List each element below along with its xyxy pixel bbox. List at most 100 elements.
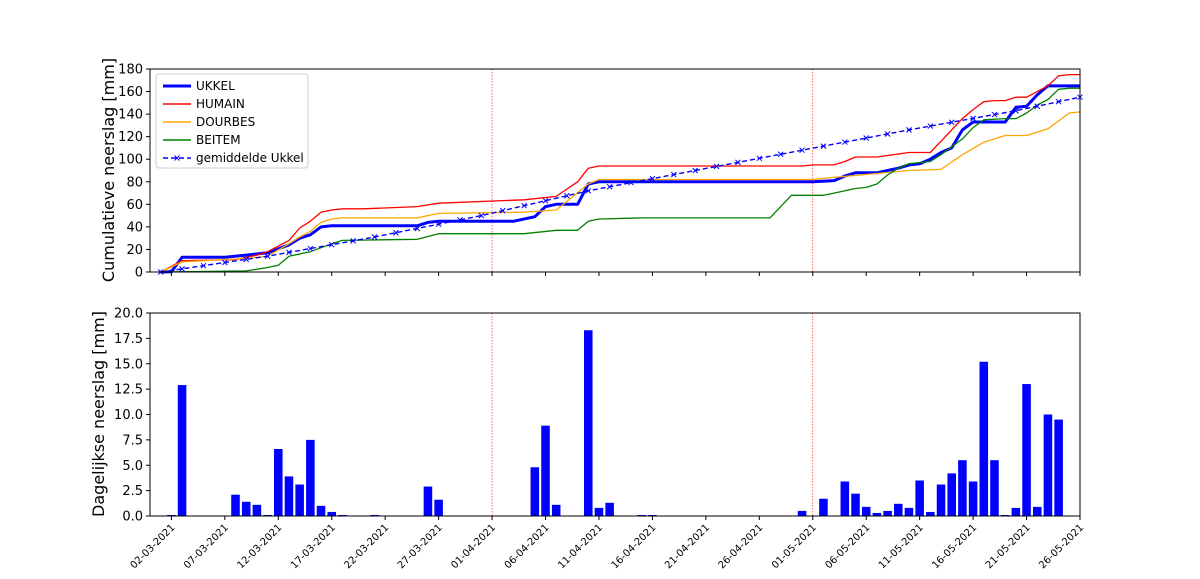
legend-label: gemiddelde Ukkel <box>196 151 304 165</box>
series-line-ukkel <box>160 84 1080 274</box>
y-tick-label: 40 <box>126 220 143 235</box>
daily-bar <box>551 504 561 516</box>
x-tick-label: 11-04-2021 <box>556 522 605 571</box>
series-marker <box>991 111 998 118</box>
daily-bar <box>819 498 828 516</box>
series-marker <box>735 159 741 166</box>
daily-bar <box>872 512 882 516</box>
legend-label: DOURBES <box>196 115 255 129</box>
series-marker <box>585 187 592 194</box>
x-tick-label: 16-05-2021 <box>930 522 979 571</box>
x-tick-label: 26-04-2021 <box>717 522 766 571</box>
x-tick-label: 01-04-2021 <box>449 522 498 571</box>
daily-bar <box>990 460 999 516</box>
x-tick-label: 02-03-2021 <box>129 522 178 571</box>
series-marker <box>948 119 955 126</box>
series-line-beitem <box>160 87 1080 273</box>
legend-box <box>155 73 309 169</box>
y-tick-label: 20.0 <box>114 307 143 322</box>
daily-bar <box>530 467 540 516</box>
daily-bar <box>947 473 956 516</box>
daily-bar <box>252 504 262 516</box>
daily-bar <box>936 484 946 516</box>
series-marker <box>820 143 827 149</box>
x-tick-label: 21-05-2021 <box>984 522 1033 571</box>
daily-bar <box>851 493 860 516</box>
x-tick-label: 06-04-2021 <box>503 522 552 571</box>
daily-bar <box>241 501 251 516</box>
series-marker <box>243 256 250 263</box>
series-marker <box>542 197 549 204</box>
daily-bar <box>840 481 850 516</box>
series-marker <box>435 221 442 228</box>
series-marker <box>692 167 699 174</box>
series-line-gemiddelde-ukkel <box>160 96 1081 273</box>
daily-y-axis-label: Dagelijkse neerslag [mm] <box>89 311 108 517</box>
series-marker <box>457 217 463 223</box>
y-tick-label: 2.5 <box>122 484 143 499</box>
daily-bar <box>979 361 989 516</box>
daily-bar <box>316 505 326 516</box>
cumulative-panel: 0 20 40 60 80 100 120 140 160 180 Cumulatieve nee… <box>99 58 1083 282</box>
series-marker <box>884 131 891 137</box>
daily-bar <box>605 502 614 516</box>
y-tick-label: 15.0 <box>114 357 143 372</box>
daily-bar <box>594 507 604 516</box>
legend: UKKEL HUMAIN DOURBES BEITEM gemiddelde Ukkel <box>155 73 309 169</box>
daily-bar <box>274 449 283 516</box>
series-marker <box>499 207 506 214</box>
x-tick-label: 01-05-2021 <box>770 522 819 571</box>
y-tick-label: 0 <box>135 266 143 281</box>
x-tick-label: 21-04-2021 <box>663 522 712 571</box>
x-tick-label: 07-03-2021 <box>182 522 231 571</box>
daily-bar <box>1043 414 1053 516</box>
x-tick-label: 22-03-2021 <box>342 522 391 571</box>
daily-bar <box>541 425 550 516</box>
daily-bar <box>1032 506 1042 516</box>
series-marker <box>670 171 677 178</box>
daily-bar <box>177 385 187 516</box>
y-tick-label: 20 <box>126 243 143 258</box>
daily-bar <box>637 514 646 516</box>
daily-bar <box>370 514 379 516</box>
daily-bar <box>295 484 304 516</box>
series-marker <box>371 234 378 240</box>
series-marker <box>713 163 720 170</box>
daily-bar <box>327 511 336 516</box>
x-tick-label: 11-05-2021 <box>877 522 926 571</box>
series-marker <box>927 123 934 129</box>
series-marker <box>606 183 613 190</box>
series-marker <box>628 179 634 186</box>
series-marker <box>564 192 570 199</box>
legend-entry: UKKEL <box>163 79 235 93</box>
daily-bar <box>861 506 871 516</box>
daily-panel: 0.0 2.5 5.0 7.5 10.0 12.5 15.0 17.5 20.0 02-03-2… <box>89 307 1086 572</box>
y-tick-label: 17.5 <box>114 332 143 347</box>
y-tick-label: 10.0 <box>114 408 143 423</box>
legend-entry: BEITEM <box>163 133 241 147</box>
series-marker <box>756 155 763 162</box>
series-marker <box>906 127 912 133</box>
x-tick-label: 12-03-2021 <box>236 522 285 571</box>
y-tick-label: 60 <box>126 198 143 213</box>
daily-bar <box>883 510 892 516</box>
series-marker <box>478 212 485 219</box>
y-tick-label: 120 <box>118 130 143 145</box>
y-tick-label: 180 <box>118 63 143 78</box>
series-marker <box>179 265 185 272</box>
daily-bar <box>1000 514 1010 516</box>
daily-bar <box>958 460 967 516</box>
series-marker <box>799 147 805 154</box>
x-tick-label: 26-05-2021 <box>1037 522 1086 571</box>
y-tick-label: 12.5 <box>114 383 143 398</box>
series-marker <box>649 175 656 182</box>
series-marker <box>307 245 314 252</box>
legend-entry: gemiddelde Ukkel <box>163 151 304 165</box>
daily-bar <box>1022 384 1031 516</box>
series-marker <box>1013 107 1019 114</box>
series-marker <box>350 238 356 244</box>
legend-label: HUMAIN <box>196 97 245 111</box>
daily-bar <box>1054 419 1063 516</box>
y-tick-label: 0.0 <box>122 510 143 525</box>
series-marker <box>221 259 228 266</box>
